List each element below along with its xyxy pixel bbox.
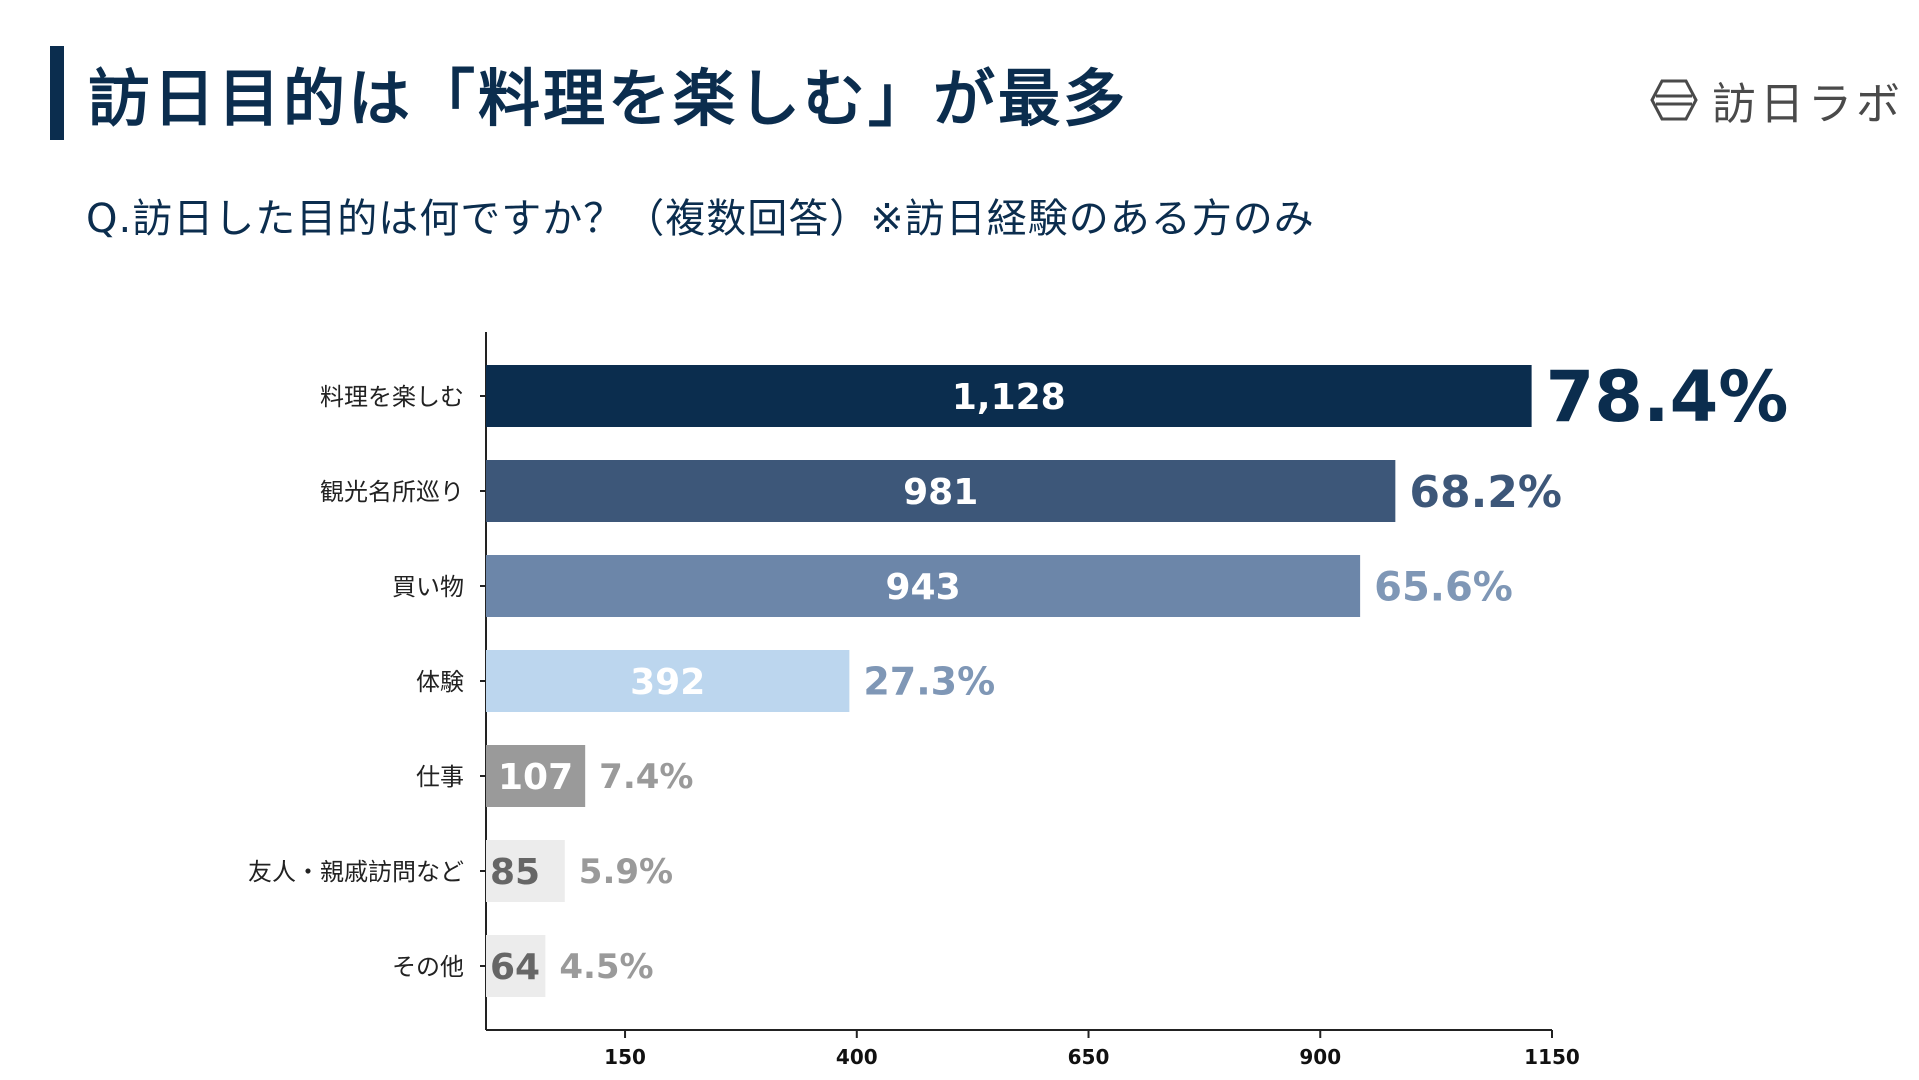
percent-label: 65.6%: [1374, 564, 1513, 610]
category-label: 料理を楽しむ: [320, 383, 464, 411]
x-tick-label: 900: [1299, 1045, 1341, 1069]
bar: [486, 365, 1532, 427]
x-tick-label: 650: [1068, 1045, 1110, 1069]
percent-label: 7.4%: [599, 757, 693, 797]
logo-text: 訪日ラボ: [1712, 79, 1904, 130]
category-label: 仕事: [416, 763, 464, 791]
percent-label: 78.4%: [1546, 356, 1789, 438]
percent-label: 5.9%: [579, 852, 673, 892]
bar: [486, 460, 1396, 522]
category-label: 買い物: [392, 573, 464, 601]
bar-value-label: 981: [903, 472, 978, 513]
x-tick-label: 1150: [1524, 1045, 1580, 1069]
category-label: その他: [392, 953, 464, 981]
category-label: 友人・親戚訪問など: [248, 858, 464, 886]
bar-value-label: 943: [885, 567, 960, 608]
bar-value-label: 64: [490, 947, 540, 988]
bar-value-label: 107: [498, 757, 573, 798]
title-accent-bar: [50, 46, 64, 140]
percent-label: 68.2%: [1409, 467, 1562, 518]
bar-value-label: 85: [490, 852, 540, 893]
bar: [486, 935, 546, 997]
bar: [486, 555, 1361, 617]
question-subtitle: Q.訪日した目的は何ですか？（複数回答）※訪日経験のある方のみ: [86, 196, 1315, 242]
x-tick-label: 150: [604, 1045, 646, 1069]
percent-label: 4.5%: [559, 947, 653, 987]
hexagon-logo-icon: [1650, 79, 1698, 121]
percent-label: 27.3%: [863, 660, 995, 704]
bar: [486, 840, 565, 902]
bar: [486, 650, 850, 712]
category-label: 観光名所巡り: [320, 478, 464, 506]
bar-value-label: 1,128: [952, 377, 1066, 418]
bar: [486, 745, 586, 807]
page-title: 訪日目的は「料理を楽しむ」が最多: [88, 62, 1129, 135]
bar-value-label: 392: [630, 662, 705, 703]
x-tick-label: 400: [836, 1045, 878, 1069]
category-label: 体験: [416, 668, 464, 696]
brand-logo: 訪日ラボ: [1650, 68, 1904, 132]
